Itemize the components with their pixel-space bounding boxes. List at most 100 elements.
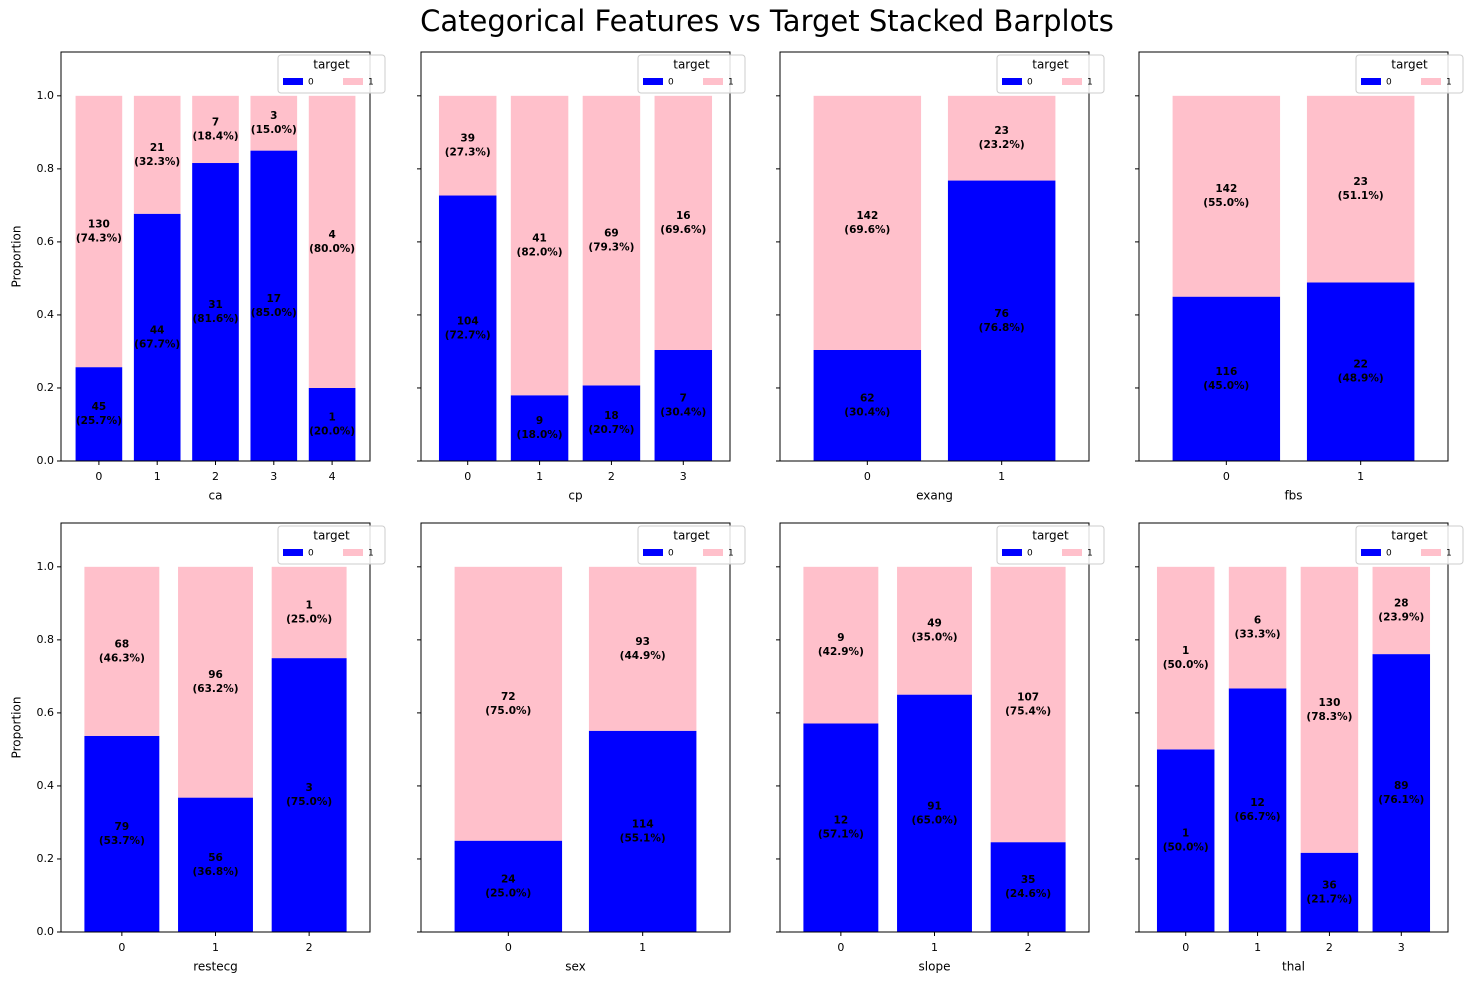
bar-percent-label: (53.7%)	[99, 835, 145, 847]
bar-count-label: 62	[860, 392, 875, 404]
legend-title: target	[1032, 529, 1069, 543]
bar-count-label: 142	[1215, 183, 1237, 195]
x-axis-label: thal	[1282, 960, 1305, 974]
x-tick-label: 0	[464, 470, 471, 483]
bar-segment	[588, 730, 697, 932]
bar-count-label: 1	[1182, 645, 1189, 657]
x-tick-label: 1	[1254, 941, 1261, 954]
y-tick-label: 0.6	[37, 706, 55, 719]
legend-swatch	[1421, 549, 1441, 556]
legend-swatch	[283, 78, 303, 85]
x-tick-label: 1	[212, 941, 219, 954]
bar-count-label: 22	[1353, 359, 1368, 371]
bar-count-label: 36	[1322, 879, 1337, 891]
axes-frame	[420, 51, 731, 462]
bar-percent-label: (66.7%)	[1235, 811, 1281, 823]
x-tick-label: 0	[837, 941, 844, 954]
bar-segment	[271, 658, 347, 932]
legend-swatch	[643, 78, 663, 85]
subplot: 116 (45.0%) 142 (55.0%) 0 22 (48.9%) 23 (51.1%) 1…	[1135, 51, 1464, 503]
bar-percent-label: (21.7%)	[1306, 893, 1352, 905]
bar-percent-label: (76.8%)	[979, 322, 1025, 334]
bar-percent-label: (79.3%)	[588, 242, 634, 254]
x-tick-label: 2	[608, 470, 615, 483]
legend-swatch	[1062, 78, 1082, 85]
bar-percent-label: (46.3%)	[99, 652, 145, 664]
bar-count-label: 17	[266, 293, 281, 305]
bar-percent-label: (76.1%)	[1378, 794, 1424, 806]
bar-segment	[1228, 566, 1287, 689]
legend-label: 0	[1386, 549, 1392, 559]
y-axis-label: Proportion	[10, 226, 24, 288]
legend-swatch	[1002, 78, 1022, 85]
bar-percent-label: (35.0%)	[911, 632, 957, 644]
bar-segment	[654, 349, 713, 461]
bar-segment	[897, 566, 972, 695]
bar-count-label: 7	[212, 116, 219, 128]
bar-count-label: 72	[501, 691, 516, 703]
legend-label: 1	[728, 549, 734, 559]
bar-count-label: 9	[837, 632, 844, 644]
bar-percent-label: (65.0%)	[911, 814, 957, 826]
bar-segment	[133, 95, 181, 214]
x-axis-label: fbs	[1284, 489, 1302, 503]
bar-count-label: 3	[270, 110, 277, 122]
bar-count-label: 18	[604, 410, 619, 422]
x-tick-label: 0	[864, 470, 871, 483]
bar-count-label: 96	[208, 669, 223, 681]
legend-label: 0	[1027, 549, 1033, 559]
bar-count-label: 49	[927, 618, 942, 630]
bar-segment	[510, 395, 569, 461]
bar-segment	[454, 566, 563, 841]
y-tick-label: 0.2	[37, 852, 55, 865]
y-tick-label: 0.4	[37, 308, 55, 321]
legend-swatch	[1361, 78, 1381, 85]
y-tick-label: 0.0	[37, 925, 55, 938]
legend-swatch	[283, 549, 303, 556]
bar-count-label: 1	[1182, 828, 1189, 840]
legend-label: 0	[1386, 78, 1392, 88]
x-axis-label: exang	[916, 489, 953, 503]
bar-count-label: 39	[460, 133, 475, 145]
bar-percent-label: (50.0%)	[1163, 659, 1209, 671]
bar-segment	[813, 95, 922, 350]
subplot: 24 (25.0%) 72 (75.0%) 0 114 (55.1%) 93 (44.9%) 1 s…	[417, 522, 746, 974]
bar-count-label: 4	[328, 229, 335, 241]
legend-title: target	[313, 529, 350, 543]
legend-swatch	[343, 78, 363, 85]
legend-swatch	[1421, 78, 1441, 85]
bar-count-label: 1	[328, 411, 335, 423]
bar-segment	[192, 163, 239, 461]
bar-percent-label: (32.3%)	[134, 156, 180, 168]
bar-count-label: 91	[927, 800, 942, 812]
y-tick-label: 0.8	[37, 633, 55, 646]
legend-label: 0	[308, 549, 314, 559]
legend-label: 1	[728, 78, 734, 88]
bar-count-label: 104	[457, 315, 479, 327]
bar-percent-label: (82.0%)	[517, 247, 563, 259]
bar-percent-label: (55.0%)	[1203, 197, 1249, 209]
x-tick-label: 2	[1326, 941, 1333, 954]
bar-percent-label: (57.1%)	[818, 829, 864, 841]
bar-count-label: 1	[305, 599, 312, 611]
subplot: 104 (72.7%) 39 (27.3%) 0 9 (18.0%) 41 (82.0%) 1 18…	[417, 51, 746, 503]
y-tick-label: 1.0	[37, 560, 55, 573]
legend-swatch	[643, 549, 663, 556]
bar-segment	[133, 213, 181, 461]
x-tick-label: 4	[329, 470, 336, 483]
bar-segment	[250, 150, 298, 462]
bar-percent-label: (75.0%)	[485, 705, 531, 717]
bar-count-label: 89	[1394, 780, 1409, 792]
bar-percent-label: (69.6%)	[844, 224, 890, 236]
bar-segment	[813, 349, 922, 461]
legend-title: target	[1391, 529, 1428, 543]
bar-count-label: 130	[88, 218, 110, 230]
bar-segment	[454, 840, 563, 932]
legend-label: 0	[1027, 78, 1033, 88]
bar-segment	[178, 566, 253, 798]
axes-frame	[420, 522, 731, 933]
x-tick-label: 1	[931, 941, 938, 954]
bar-count-label: 93	[635, 636, 650, 648]
bar-count-label: 76	[994, 308, 1009, 320]
